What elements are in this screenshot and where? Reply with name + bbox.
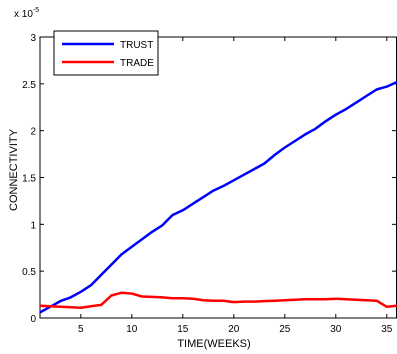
series-line-trade [39,291,397,309]
x-tick-label: 5 [78,324,84,335]
series-line-trust [39,80,397,314]
y-tick-label: 2 [30,127,36,138]
x-tick-label: 25 [279,324,291,335]
x-tick-label: 30 [330,324,342,335]
x-tick-label: 35 [381,324,393,335]
y-exponent-label: x 10-5 [14,7,39,20]
y-tick-label: 0.5 [22,267,36,278]
y-tick-label: 2.5 [22,80,36,91]
y-tick-label: 1.5 [22,174,36,185]
series-layer [39,80,397,314]
y-tick-label: 1 [30,220,36,231]
y-tick-label: 0 [30,314,36,325]
legend: TRUST TRADE [53,30,159,76]
y-tick-label: 3 [30,33,36,44]
x-tick-label: 10 [126,324,138,335]
axis-ticks: 5 10 15 20 25 30 35 0 0.5 1 1.5 2 2.5 3 [22,33,396,335]
x-tick-label: 20 [228,324,240,335]
legend-label-trade: TRADE [120,58,154,69]
legend-label-trust: TRUST [120,40,153,51]
legend-box [53,30,159,76]
x-axis-label: TIME(WEEKS) [177,338,250,350]
plot-area [39,36,397,319]
x-tick-label: 15 [177,324,189,335]
y-axis-label: CONNECTIVITY [8,128,20,211]
